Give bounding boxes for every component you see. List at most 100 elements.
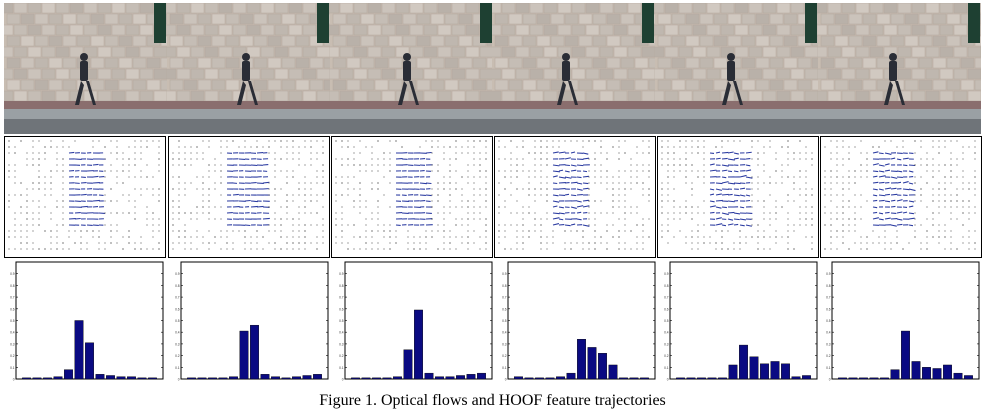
y-tick-label: 0.5 xyxy=(826,319,831,323)
y-tick-label: 0.3 xyxy=(664,342,669,346)
video-frame xyxy=(492,3,656,134)
optical-flow-field xyxy=(168,136,330,258)
y-tick-label: 0.8 xyxy=(10,284,15,288)
histogram-bar xyxy=(802,375,811,380)
y-tick-label: 0.5 xyxy=(502,319,507,323)
histogram-bar xyxy=(53,376,63,380)
histogram-bar xyxy=(127,376,136,380)
y-tick-label: 0.9 xyxy=(175,272,180,276)
y-tick-label: 0.1 xyxy=(826,366,831,370)
y-tick-label: 0 xyxy=(342,378,344,382)
y-tick-label: 0.8 xyxy=(664,284,669,288)
histogram-bar xyxy=(739,344,748,380)
histogram-bar xyxy=(229,376,238,380)
y-tick-label: 0.6 xyxy=(10,307,15,311)
y-tick-label: 0.4 xyxy=(826,331,831,335)
histogram-bar xyxy=(281,377,291,380)
y-tick-label: 0.3 xyxy=(10,342,15,346)
hoof-histogram: 0 0.1 0.2 0.3 0.4 0.5 0.6 0.7 0.8 0.9 xyxy=(660,260,820,382)
y-tick-label: 0.9 xyxy=(826,272,831,276)
window-shutter xyxy=(154,3,166,43)
histogram-bar xyxy=(859,377,868,380)
histogram-bar xyxy=(587,347,597,380)
histogram-bar xyxy=(911,361,921,380)
pedestrian xyxy=(722,53,744,105)
y-tick-label: 0 xyxy=(13,378,15,382)
histogram-bar xyxy=(197,377,207,380)
histogram-bar xyxy=(218,377,228,380)
histogram-bar xyxy=(718,377,727,380)
histogram-bar xyxy=(728,364,738,380)
y-tick-label: 0.6 xyxy=(175,307,180,311)
histogram-bar xyxy=(239,330,249,380)
y-tick-label: 0.1 xyxy=(502,366,507,370)
histogram-bar xyxy=(535,377,544,380)
hoof-histogram: 0 0.1 0.2 0.3 0.4 0.5 0.6 0.7 0.8 0.9 xyxy=(335,260,495,382)
y-tick-label: 0.7 xyxy=(664,296,669,300)
window-shutter xyxy=(479,3,492,43)
y-tick-label: 0 xyxy=(505,378,507,382)
histogram-bar xyxy=(382,377,392,380)
histogram-bar xyxy=(477,372,486,380)
optical-flow-field xyxy=(820,136,982,258)
histogram-bar xyxy=(64,369,73,380)
y-tick-label: 0.5 xyxy=(10,319,15,323)
histogram-bar xyxy=(260,374,270,380)
histogram-bar xyxy=(43,377,52,380)
histogram-bar xyxy=(424,372,434,380)
optical-flow-strip xyxy=(4,136,982,258)
y-tick-label: 0 xyxy=(829,378,831,382)
optical-flow-field xyxy=(4,136,166,258)
histogram-bar xyxy=(890,369,900,380)
pedestrian xyxy=(236,53,258,105)
histogram-bar xyxy=(838,377,847,380)
histogram-bar xyxy=(514,376,523,380)
histogram-bar xyxy=(74,320,84,380)
histogram-bar xyxy=(456,375,465,380)
y-tick-label: 0.1 xyxy=(10,366,15,370)
y-tick-label: 0.7 xyxy=(502,296,507,300)
figure-caption: Figure 1. Optical flows and HOOF feature… xyxy=(319,392,666,409)
histogram-bar xyxy=(577,339,586,380)
hoof-histogram: 0 0.1 0.2 0.3 0.4 0.5 0.6 0.7 0.8 0.9 xyxy=(498,260,658,382)
histogram-bar xyxy=(932,368,942,380)
histogram-bar xyxy=(770,361,780,380)
y-tick-label: 0.3 xyxy=(826,342,831,346)
histogram-bar xyxy=(95,374,105,380)
y-tick-label: 0.4 xyxy=(664,331,669,335)
y-tick-label: 0.4 xyxy=(175,331,180,335)
y-tick-label: 0.3 xyxy=(502,342,507,346)
video-frame xyxy=(4,3,167,134)
histogram-bar xyxy=(148,377,157,380)
histogram-bar xyxy=(393,376,402,380)
video-frames-strip xyxy=(4,3,981,134)
histogram-bar xyxy=(686,377,696,380)
y-tick-label: 0.1 xyxy=(339,366,344,370)
histogram-bar xyxy=(313,374,322,380)
histogram-bar xyxy=(524,377,534,380)
histogram-bar xyxy=(760,363,769,380)
histogram-bar xyxy=(187,377,196,380)
histogram-bar xyxy=(598,353,607,380)
y-tick-label: 0.2 xyxy=(339,354,344,358)
pedestrian xyxy=(884,53,906,105)
histogram-bar xyxy=(749,356,759,380)
y-tick-label: 0.6 xyxy=(826,307,831,311)
histogram-bar xyxy=(271,376,280,380)
histogram-bar xyxy=(250,324,259,380)
y-tick-label: 0.5 xyxy=(339,319,344,323)
histogram-bar xyxy=(964,375,973,380)
y-tick-label: 0.1 xyxy=(175,366,180,370)
hoof-histogram: 0 0.1 0.2 0.3 0.4 0.5 0.6 0.7 0.8 0.9 xyxy=(171,260,331,382)
hoof-histogram: 0 0.1 0.2 0.3 0.4 0.5 0.6 0.7 0.8 0.9 xyxy=(822,260,982,382)
y-tick-label: 0.4 xyxy=(10,331,15,335)
histogram-bar xyxy=(566,372,576,380)
optical-flow-field xyxy=(657,136,819,258)
y-tick-label: 0.7 xyxy=(175,296,180,300)
y-tick-label: 0 xyxy=(667,378,669,382)
histogram-bar xyxy=(953,372,963,380)
optical-flow-field xyxy=(331,136,493,258)
y-tick-label: 0.7 xyxy=(339,296,344,300)
y-tick-label: 0.2 xyxy=(664,354,669,358)
histogram-bar xyxy=(640,377,649,380)
